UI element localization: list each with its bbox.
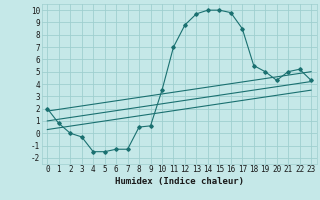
X-axis label: Humidex (Indice chaleur): Humidex (Indice chaleur) [115, 177, 244, 186]
